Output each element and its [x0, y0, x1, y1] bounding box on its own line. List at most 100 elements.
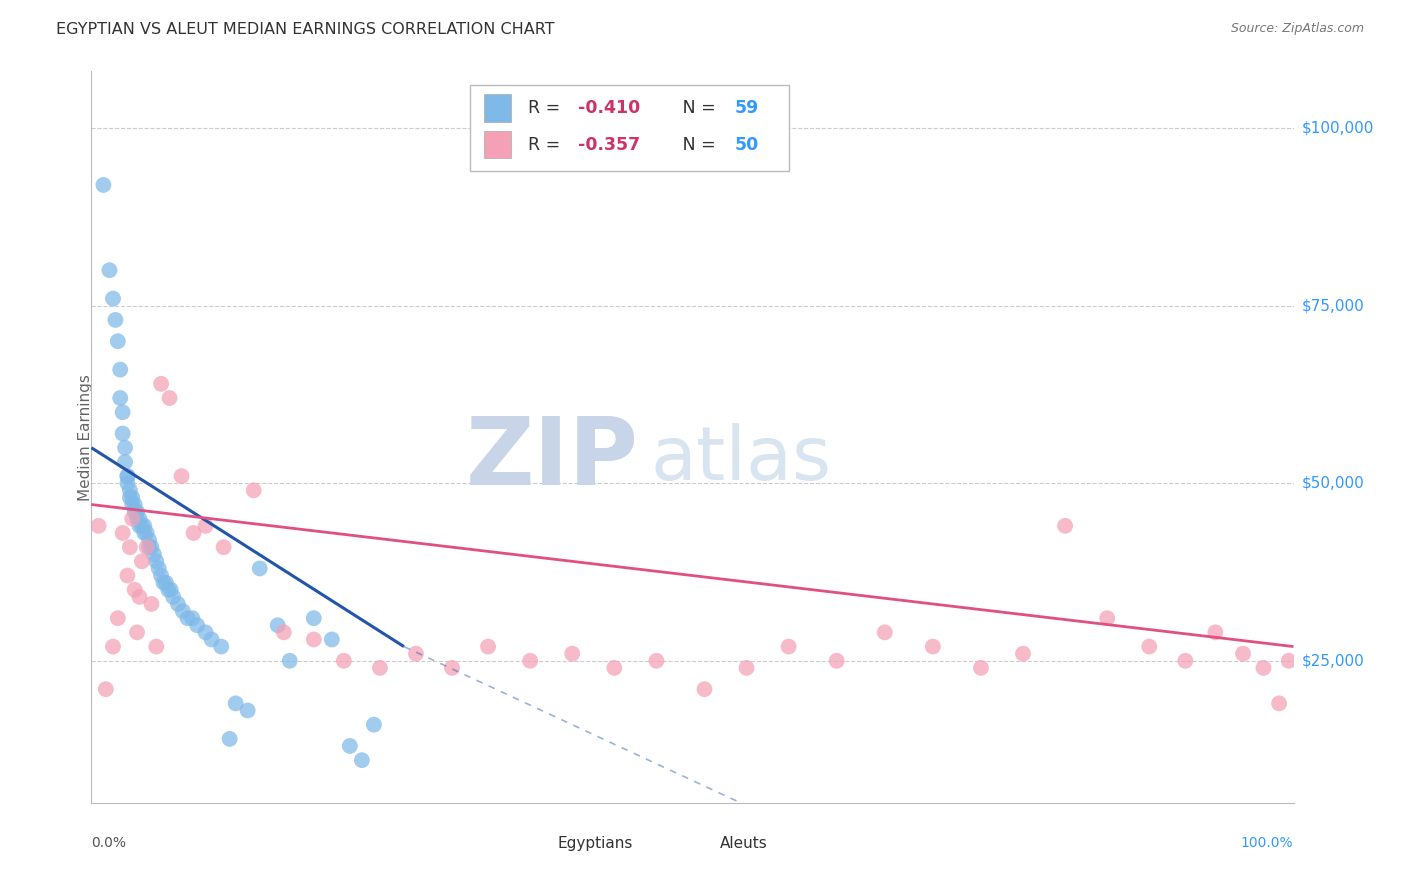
Text: ZIP: ZIP: [465, 413, 638, 505]
Y-axis label: Median Earnings: Median Earnings: [79, 374, 93, 500]
Point: [117, 469, 139, 483]
Point: [125, 512, 148, 526]
Point: [135, 540, 157, 554]
Point: [155, 575, 177, 590]
Point: [273, 625, 295, 640]
Point: [519, 654, 541, 668]
Point: [603, 661, 626, 675]
Point: [138, 540, 160, 554]
Point: [236, 704, 259, 718]
FancyBboxPatch shape: [485, 94, 510, 122]
Point: [94, 682, 117, 697]
Point: [242, 483, 264, 498]
Point: [183, 525, 205, 540]
Point: [278, 654, 301, 668]
Text: $75,000: $75,000: [1302, 298, 1365, 313]
Point: [121, 512, 143, 526]
FancyBboxPatch shape: [524, 832, 548, 854]
Point: [1137, 640, 1160, 654]
Point: [148, 561, 170, 575]
Point: [142, 547, 165, 561]
Point: [125, 625, 148, 640]
Point: [212, 540, 235, 554]
Text: Egyptians: Egyptians: [558, 836, 633, 851]
Point: [150, 568, 173, 582]
Point: [1232, 647, 1254, 661]
Point: [735, 661, 758, 675]
Text: 100.0%: 100.0%: [1241, 836, 1294, 850]
Point: [124, 498, 146, 512]
Point: [181, 611, 204, 625]
Point: [1095, 611, 1118, 625]
Point: [128, 512, 150, 526]
Point: [970, 661, 993, 675]
Point: [194, 625, 217, 640]
Point: [134, 519, 156, 533]
Point: [93, 178, 115, 192]
FancyBboxPatch shape: [470, 85, 789, 171]
Point: [125, 505, 148, 519]
Point: [131, 554, 153, 568]
Point: [121, 491, 143, 505]
Point: [128, 519, 150, 533]
Point: [110, 391, 132, 405]
Text: atlas: atlas: [651, 423, 831, 496]
Point: [778, 640, 800, 654]
Point: [98, 263, 121, 277]
Point: [124, 582, 146, 597]
Point: [157, 582, 180, 597]
Point: [152, 575, 174, 590]
Point: [138, 533, 160, 547]
Point: [302, 611, 325, 625]
Point: [1268, 697, 1291, 711]
Text: 50: 50: [734, 136, 759, 153]
Point: [118, 483, 141, 498]
Point: [141, 540, 163, 554]
Point: [249, 561, 271, 575]
Point: [101, 640, 124, 654]
Point: [440, 661, 463, 675]
Point: [873, 625, 896, 640]
Point: [209, 640, 232, 654]
Point: [176, 611, 198, 625]
Point: [825, 654, 848, 668]
Point: [186, 618, 208, 632]
Point: [145, 640, 167, 654]
Text: $100,000: $100,000: [1302, 120, 1374, 136]
Text: N =: N =: [666, 136, 721, 153]
Point: [121, 498, 143, 512]
Point: [201, 632, 224, 647]
Point: [159, 391, 181, 405]
Point: [118, 491, 141, 505]
FancyBboxPatch shape: [686, 832, 710, 854]
Point: [135, 525, 157, 540]
Point: [1253, 661, 1275, 675]
Point: [101, 292, 124, 306]
Point: [141, 597, 163, 611]
Point: [114, 441, 136, 455]
Text: Aleuts: Aleuts: [720, 836, 768, 851]
Point: [218, 731, 240, 746]
Point: [1012, 647, 1035, 661]
Point: [172, 604, 194, 618]
Text: EGYPTIAN VS ALEUT MEDIAN EARNINGS CORRELATION CHART: EGYPTIAN VS ALEUT MEDIAN EARNINGS CORREL…: [56, 22, 555, 37]
Point: [162, 590, 184, 604]
Text: $25,000: $25,000: [1302, 653, 1365, 668]
Point: [111, 525, 134, 540]
Text: 59: 59: [734, 99, 759, 117]
Point: [117, 568, 139, 582]
Point: [350, 753, 373, 767]
Text: $50,000: $50,000: [1302, 475, 1365, 491]
Point: [167, 597, 190, 611]
Point: [321, 632, 343, 647]
FancyBboxPatch shape: [485, 130, 510, 159]
Point: [645, 654, 668, 668]
Point: [124, 505, 146, 519]
Point: [561, 647, 583, 661]
Point: [333, 654, 356, 668]
Point: [922, 640, 945, 654]
Point: [107, 611, 129, 625]
Point: [111, 405, 134, 419]
Point: [339, 739, 361, 753]
Point: [110, 362, 132, 376]
